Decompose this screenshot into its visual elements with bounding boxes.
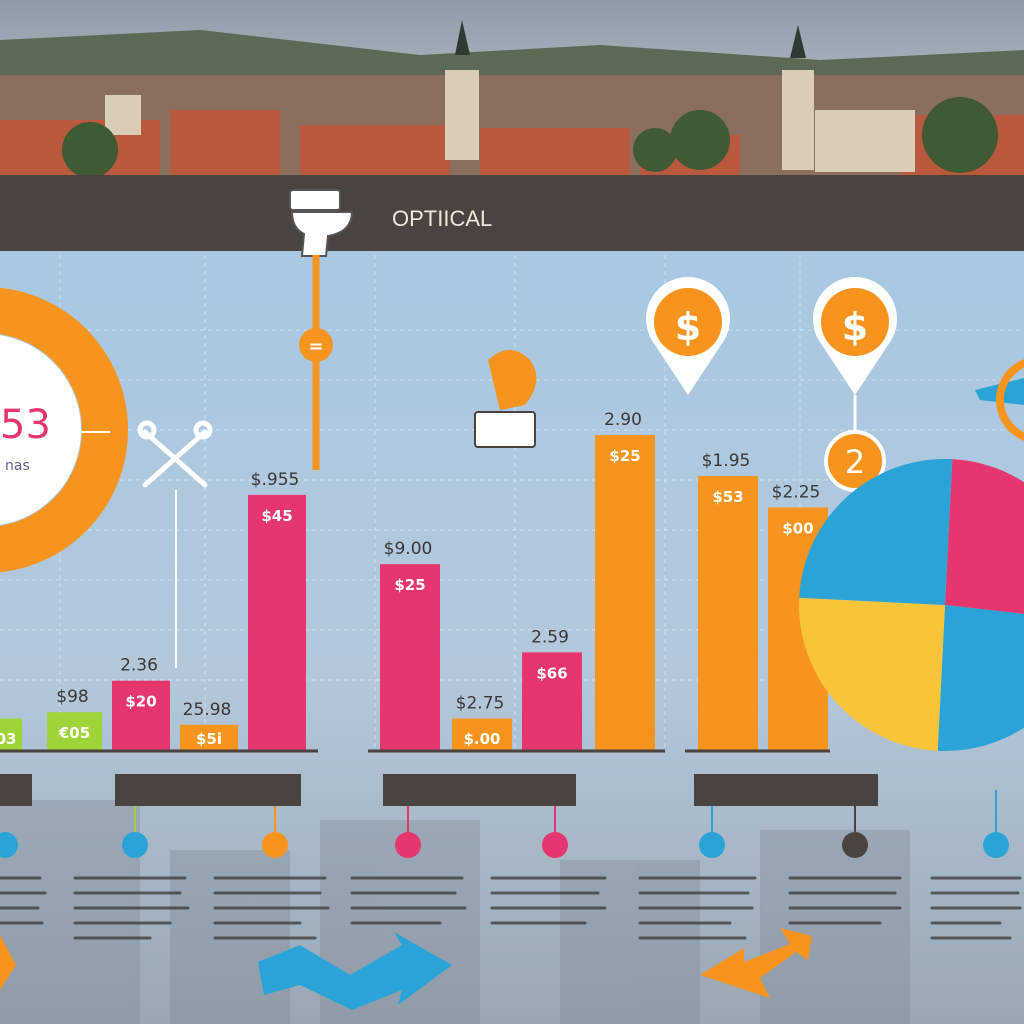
- bar-inner-label: $45: [261, 507, 292, 525]
- bar-value-label: 2.36: [120, 656, 158, 676]
- ribbon-icon: [975, 359, 1024, 441]
- step-number: 2: [845, 443, 865, 481]
- bar-inner-label: $.00: [463, 730, 500, 748]
- pin-right-symbol: $: [842, 305, 868, 349]
- bar-inner-label: $25: [609, 447, 640, 465]
- bar-value-label: $98: [56, 687, 88, 707]
- connector-node: [299, 328, 333, 362]
- bar-value-label: $2.75: [456, 694, 505, 714]
- bar: [452, 718, 512, 750]
- bar-inner-label: $20: [125, 693, 156, 711]
- pie-slice: [945, 459, 1024, 614]
- toilet-icon: [289, 189, 354, 257]
- pie-slice: [799, 458, 953, 605]
- step-badge: 2: [824, 430, 886, 492]
- bar-inner-label: $25: [394, 576, 425, 594]
- ticket-hand-icon: [474, 350, 537, 448]
- caption-placeholders: [0, 876, 1022, 940]
- bar: [248, 494, 306, 750]
- location-pin-right: $: [813, 277, 898, 395]
- bar-value-label: $2.25: [772, 482, 821, 502]
- bar-series: 03 €05 $98 $20 2.36 $5i 25.98 $45 $.955 $25 $9.00 $…: [0, 410, 828, 750]
- category-plates: [0, 774, 878, 806]
- bar: [522, 652, 582, 750]
- pie-slice: [937, 605, 1024, 751]
- city-haze: [0, 800, 910, 1024]
- bar-value-label: 2.90: [604, 410, 642, 430]
- bar-value-label: 25.98: [183, 700, 232, 720]
- timeline-dots: [0, 790, 1009, 858]
- city-skyline-photo: [0, 0, 1024, 178]
- zigzag-arrow-icon: [258, 932, 452, 1010]
- bar: [180, 724, 238, 750]
- location-pin-left: $: [646, 277, 731, 395]
- pie-chart: [799, 458, 1024, 751]
- crossed-tools-icon: [137, 420, 213, 488]
- bar-inner-label: €05: [58, 724, 90, 742]
- orange-arrow-icon: [700, 928, 812, 998]
- donut-gauge: 53 nas: [0, 287, 128, 573]
- bar: [47, 712, 102, 750]
- bar: [595, 435, 655, 750]
- donut-caption: nas: [5, 458, 30, 474]
- pin-left-symbol: $: [675, 305, 701, 349]
- header-bar: OPTIICAL: [0, 175, 1024, 251]
- bar: [112, 680, 170, 750]
- bar: [380, 564, 440, 750]
- connector-symbol: =: [308, 336, 323, 357]
- bar-inner-label: $53: [712, 488, 743, 506]
- pie-slice: [799, 597, 945, 751]
- bar-value-label: 2.59: [531, 627, 569, 647]
- bar-value-label: $1.95: [702, 451, 751, 471]
- bar-value-label: $.955: [251, 470, 300, 490]
- bar-inner-label: $5i: [196, 730, 222, 748]
- header-title: OPTIICAL: [392, 206, 492, 231]
- bar-inner-label: $66: [536, 664, 567, 682]
- bar-inner-label: $00: [782, 519, 813, 537]
- bar: [698, 475, 758, 750]
- arrow-left-icon: [0, 935, 16, 990]
- bar-inner-label: 03: [0, 730, 16, 748]
- bar-value-label: $9.00: [384, 539, 433, 559]
- donut-value: 53: [0, 402, 51, 448]
- bar: [0, 718, 22, 750]
